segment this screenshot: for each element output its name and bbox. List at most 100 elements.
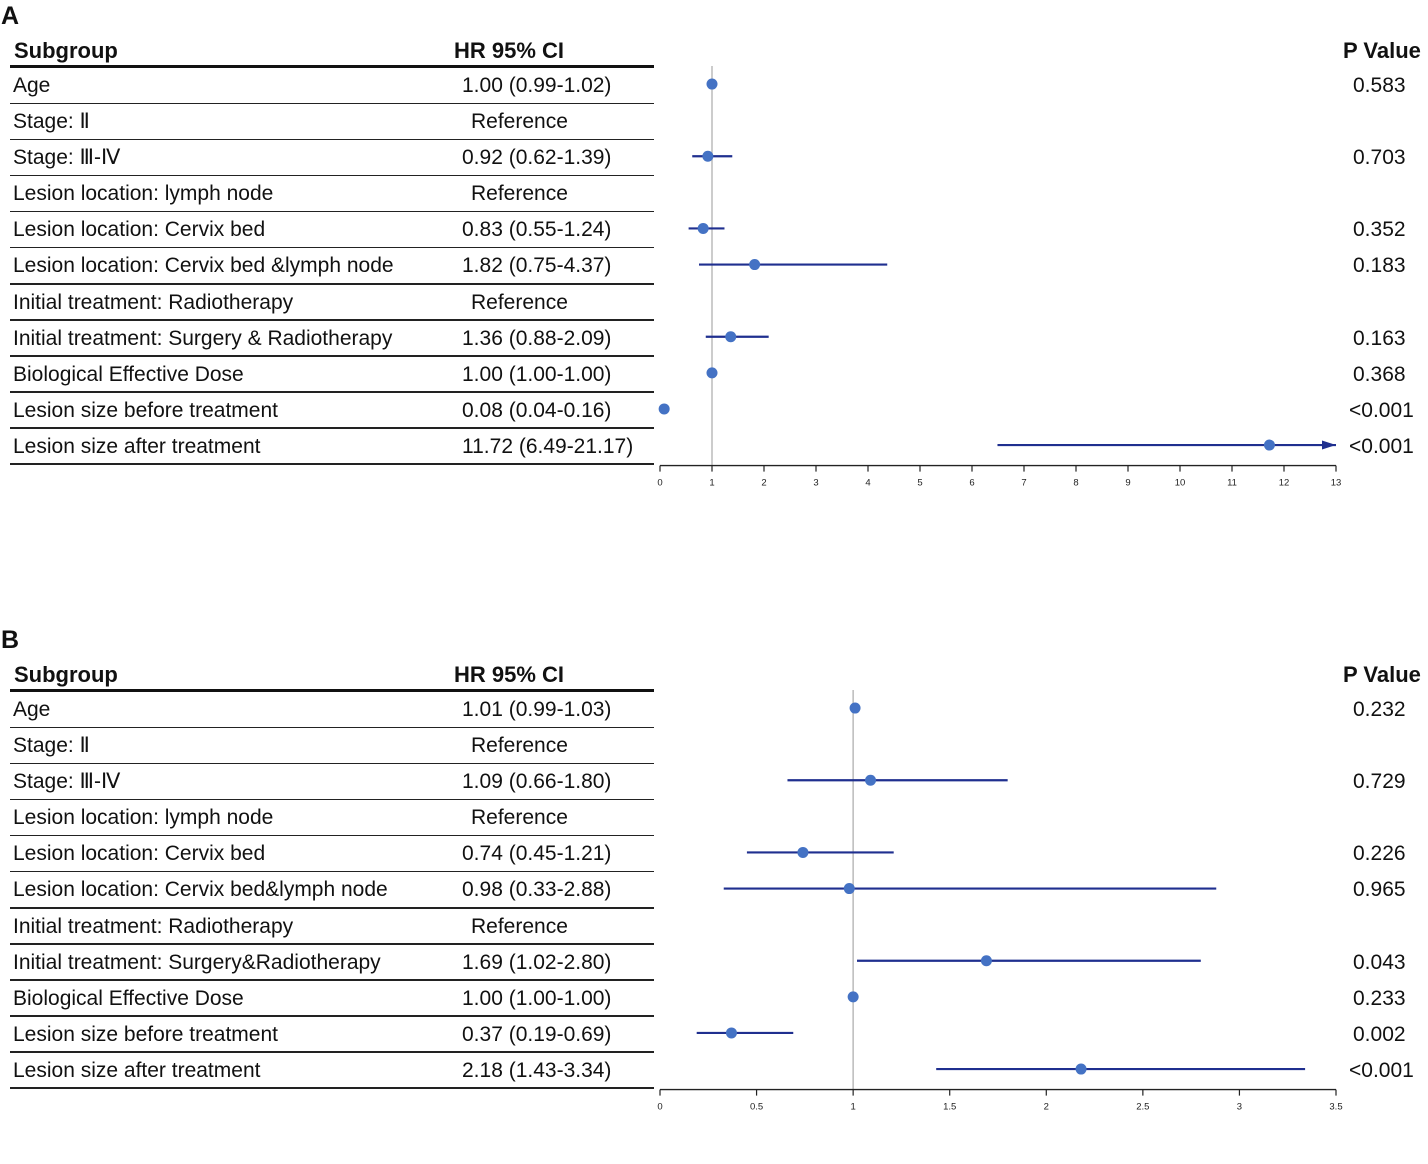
row-divider — [10, 246, 654, 249]
row-divider — [10, 463, 654, 466]
table-row: Stage: Ⅲ-Ⅳ 1.09 (0.66-1.80) 0.729 — [0, 764, 1428, 801]
hr-ci-value: 0.98 (0.33-2.88) — [462, 878, 612, 902]
hr-ci-value: 1.00 (1.00-1.00) — [462, 986, 612, 1010]
p-value: 0.352 — [1353, 218, 1406, 242]
table-row: Age 1.01 (0.99-1.03) 0.232 — [0, 692, 1428, 729]
subgroup-label: Stage: Ⅲ-Ⅳ — [13, 770, 121, 794]
table-row: Lesion location: Cervix bed &lymph node 1… — [0, 248, 1428, 285]
row-divider — [10, 1015, 654, 1017]
row-divider — [10, 762, 654, 765]
hr-ci-value: 0.92 (0.62-1.39) — [462, 146, 612, 170]
p-value: 0.368 — [1353, 362, 1406, 386]
x-tick-label: 4 — [865, 478, 870, 489]
row-divider — [10, 726, 654, 729]
header-hr-ci: HR 95% CI — [454, 662, 565, 687]
subgroup-label: Lesion location: Cervix bed &lymph node — [13, 254, 394, 278]
x-tick-label: 7 — [1021, 478, 1026, 489]
x-tick-label: 8 — [1073, 478, 1078, 489]
subgroup-label: Age — [13, 74, 51, 97]
hr-point — [843, 883, 855, 895]
subgroup-label: Age — [13, 698, 51, 721]
hr-point — [1075, 1063, 1087, 1075]
table-row: Initial treatment: Radiotherapy Reference — [0, 909, 1428, 945]
x-tick-label: 2.5 — [1136, 1102, 1149, 1113]
table-row: Lesion location: lymph node Reference — [0, 176, 1428, 213]
row-divider — [10, 391, 654, 393]
p-value: 0.703 — [1353, 146, 1406, 170]
table-row: Biological Effective Dose 1.00 (1.00-1.00… — [0, 357, 1428, 393]
table-row: Stage: Ⅱ Reference — [0, 728, 1428, 765]
table-row: Stage: Ⅱ Reference — [0, 104, 1428, 141]
x-tick-label: 6 — [969, 478, 974, 489]
p-value: 0.226 — [1353, 842, 1406, 866]
subgroup-label: Lesion size before treatment — [13, 1022, 278, 1046]
panel-label: A — [1, 2, 20, 30]
subgroup-label: Lesion location: Cervix bed — [13, 842, 266, 866]
subgroup-label: Stage: Ⅱ — [13, 110, 90, 134]
subgroup-label: Initial treatment: Radiotherapy — [13, 290, 294, 314]
hr-ci-value: 1.36 (0.88-2.09) — [462, 326, 612, 350]
hr-point — [749, 259, 761, 271]
header-rule — [10, 689, 654, 692]
hr-ci-value: 1.82 (0.75-4.37) — [462, 254, 612, 278]
hr-ci-value: 11.72 (6.49-21.17) — [462, 434, 634, 458]
row-divider — [10, 979, 654, 981]
p-value: 0.729 — [1353, 770, 1406, 794]
x-tick-label: 13 — [1331, 478, 1342, 489]
hr-point — [706, 367, 718, 379]
x-tick-label: 0 — [657, 1102, 662, 1113]
hr-point — [865, 774, 877, 786]
hr-ci-value: Reference — [471, 182, 568, 206]
subgroup-label: Initial treatment: Radiotherapy — [13, 914, 294, 938]
x-tick-label: 5 — [917, 478, 922, 489]
table-row: Initial treatment: Surgery&Radiotherapy 1… — [0, 945, 1428, 981]
hr-ci-value: Reference — [471, 806, 568, 830]
hr-ci-value: 0.08 (0.04-0.16) — [462, 398, 612, 422]
p-value: 0.183 — [1353, 254, 1406, 278]
panel-label: B — [1, 626, 20, 654]
x-tick-label: 0 — [657, 478, 662, 489]
subgroup-label: Biological Effective Dose — [13, 362, 244, 386]
subgroup-table: Age 1.01 (0.99-1.03) 0.232 Stage: Ⅱ Referenc… — [0, 692, 1428, 1090]
table-row: Lesion size before treatment 0.37 (0.19-0… — [0, 1017, 1428, 1053]
hr-point — [702, 150, 714, 162]
hr-ci-value: 0.83 (0.55-1.24) — [462, 218, 612, 242]
row-divider — [10, 102, 654, 105]
table-row: Lesion location: Cervix bed&lymph node 0.… — [0, 872, 1428, 909]
table-row: Lesion location: Cervix bed 0.83 (0.55-1.… — [0, 212, 1428, 249]
ci-arrow — [1322, 440, 1336, 450]
subgroup-label: Lesion location: lymph node — [13, 182, 274, 206]
x-tick-label: 1 — [709, 478, 714, 489]
hr-ci-value: 1.09 (0.66-1.80) — [462, 770, 612, 794]
header-rule — [10, 65, 654, 68]
row-divider — [10, 210, 654, 213]
hr-ci-value: Reference — [471, 110, 568, 134]
row-divider — [10, 1087, 654, 1090]
subgroup-label: Stage: Ⅲ-Ⅳ — [13, 146, 121, 170]
header-hr-ci: HR 95% CI — [454, 38, 565, 63]
p-value: 0.232 — [1353, 698, 1406, 721]
table-row: Lesion size before treatment 0.08 (0.04-0… — [0, 393, 1428, 429]
hr-point — [980, 955, 992, 967]
subgroup-label: Lesion location: Cervix bed&lymph node — [13, 878, 388, 902]
forest-plot-area: 0 1 2 3 4 5 6 7 8 9 10 11 12 13 — [657, 66, 1342, 489]
table-row: Biological Effective Dose 1.00 (1.00-1.00… — [0, 981, 1428, 1017]
row-divider — [10, 834, 654, 837]
p-value: 0.163 — [1353, 326, 1406, 350]
hr-point — [658, 403, 670, 415]
subgroup-label: Lesion size after treatment — [13, 1058, 261, 1082]
row-divider — [10, 355, 654, 357]
hr-ci-value: Reference — [471, 734, 568, 758]
header-p-value: P Value — [1343, 662, 1421, 687]
forest-plot-b: B Subgroup HR 95% CI P Value Age 1.01 (0.… — [0, 624, 1428, 1164]
hr-point — [725, 331, 737, 343]
hr-ci-value: 1.01 (0.99-1.03) — [462, 698, 612, 721]
x-tick-label: 10 — [1175, 478, 1186, 489]
hr-ci-value: 0.37 (0.19-0.69) — [462, 1022, 612, 1046]
p-value: <0.001 — [1349, 398, 1414, 422]
p-value: <0.001 — [1349, 434, 1414, 458]
x-tick-label: 9 — [1125, 478, 1130, 489]
row-divider — [10, 319, 654, 321]
subgroup-label: Lesion size after treatment — [13, 434, 261, 458]
subgroup-label: Lesion location: lymph node — [13, 806, 274, 830]
